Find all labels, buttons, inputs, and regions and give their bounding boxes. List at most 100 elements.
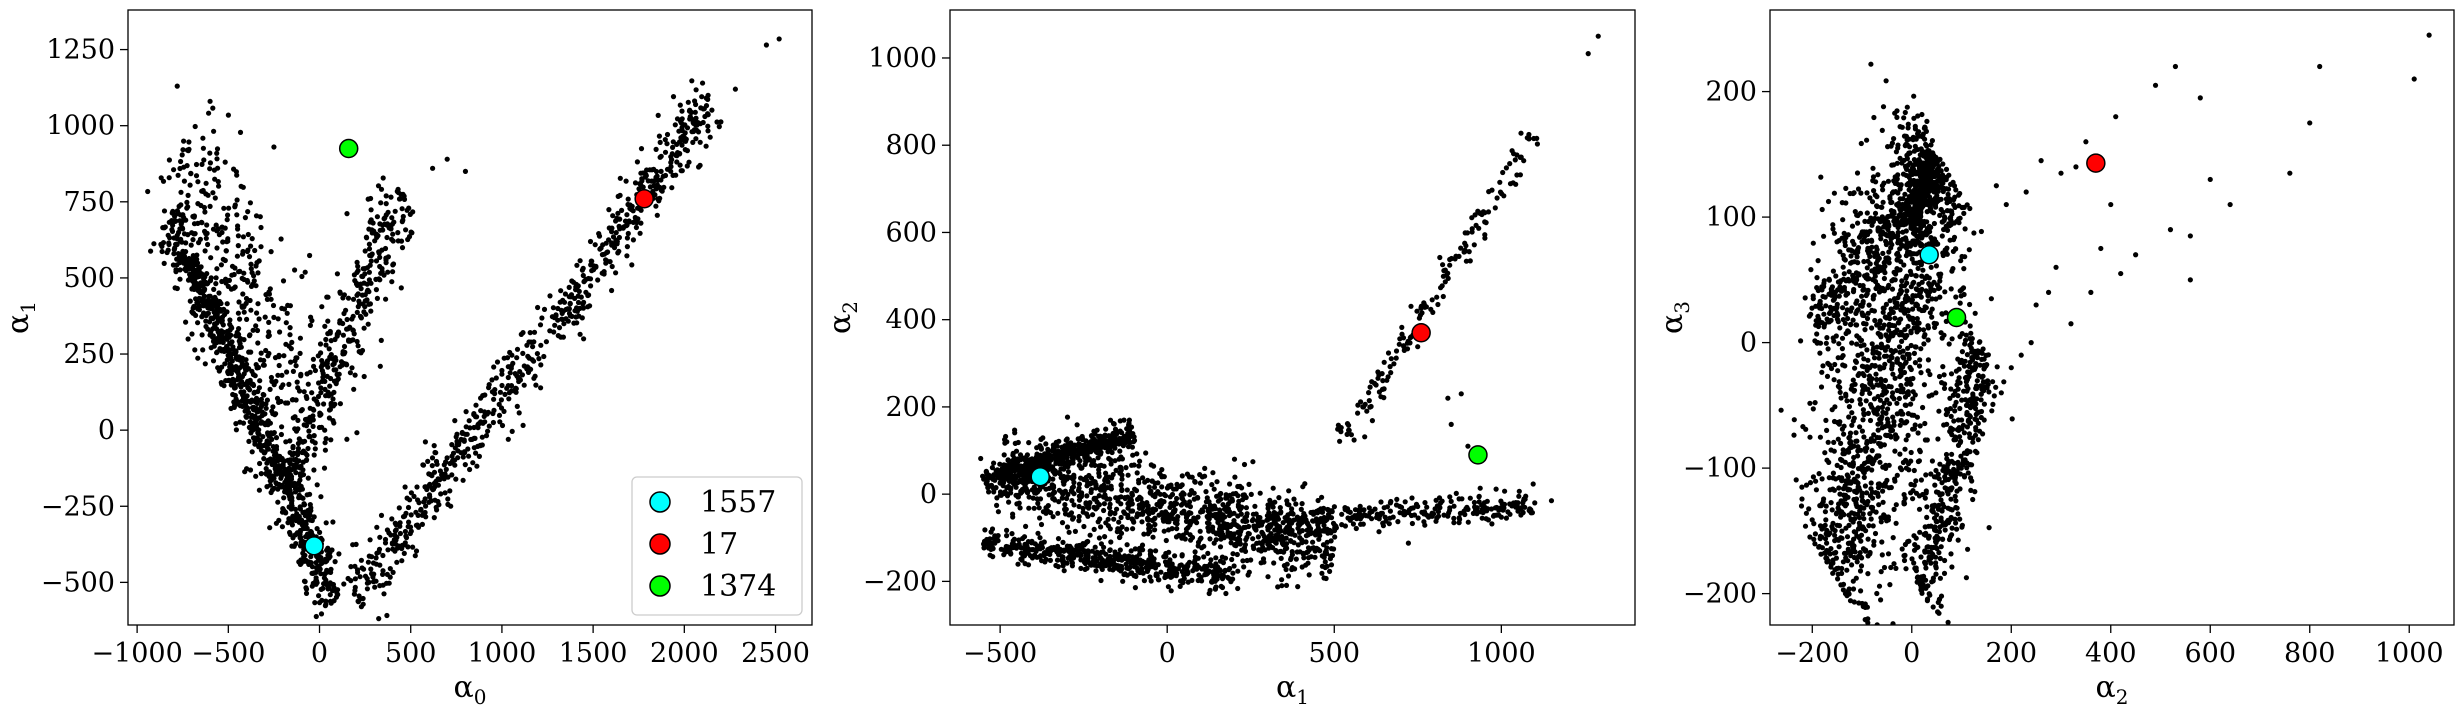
scatter-point [1083, 474, 1089, 481]
scatter-point [1191, 490, 1197, 496]
scatter-point [1017, 505, 1023, 511]
scatter-point [988, 544, 994, 551]
scatter-point [1243, 537, 1249, 543]
scatter-point [444, 455, 450, 461]
scatter-point [422, 439, 428, 445]
scatter-point [1225, 501, 1231, 507]
scatter-point [318, 611, 325, 617]
scatter-point [1319, 494, 1325, 500]
scatter-point [395, 230, 401, 236]
scatter-point [250, 381, 256, 387]
scatter-point [623, 178, 629, 184]
scatter-point [1195, 495, 1201, 501]
scatter-point [197, 236, 203, 242]
scatter-point [253, 323, 259, 329]
scatter-point [634, 159, 641, 165]
scatter-point [1121, 439, 1127, 445]
scatter-point [210, 105, 216, 111]
scatter-point [320, 374, 326, 380]
scatter-point [1308, 554, 1314, 560]
scatter-point [219, 364, 225, 370]
scatter-point [1271, 560, 1277, 566]
scatter-point [241, 270, 247, 276]
scatter-point [1056, 487, 1062, 493]
scatter-point [235, 399, 241, 405]
scatter-point [1046, 546, 1052, 552]
scatter-point [1051, 489, 1058, 495]
scatter-point [1497, 179, 1503, 185]
scatter-point [1323, 575, 1329, 582]
scatter-point [1478, 509, 1484, 515]
scatter-point [1209, 482, 1215, 488]
scatter-point [292, 426, 298, 432]
scatter-point [244, 277, 250, 284]
scatter-point [210, 358, 217, 364]
scatter-point [312, 440, 318, 446]
scatter-point [1227, 481, 1233, 487]
scatter-point [668, 154, 674, 160]
scatter-point [1000, 473, 1006, 479]
scatter-point [166, 240, 172, 246]
scatter-point [219, 278, 225, 285]
scatter-point [1481, 500, 1487, 506]
scatter-point [1153, 571, 1159, 577]
scatter-point [293, 397, 299, 403]
scatter-point [514, 355, 520, 361]
scatter-point [669, 185, 675, 191]
scatter-point [1192, 549, 1198, 555]
scatter-point [257, 460, 263, 467]
scatter-point [1512, 157, 1518, 163]
scatter-point [1472, 504, 1478, 510]
scatter-point [401, 196, 408, 202]
scatter-point [1288, 556, 1294, 563]
scatter-point [211, 286, 217, 292]
x-tick-label: 500 [1308, 638, 1360, 669]
scatter-point [1207, 536, 1213, 542]
scatter-point [1098, 549, 1104, 555]
scatter-point [219, 224, 225, 230]
scatter-point [232, 382, 238, 388]
scatter-point [1358, 399, 1364, 405]
scatter-point [309, 564, 315, 570]
scatter-point [404, 207, 410, 213]
scatter-point [1152, 521, 1158, 528]
scatter-point [292, 358, 298, 364]
scatter-point [1179, 473, 1185, 479]
scatter-point [668, 164, 674, 170]
scatter-point [1058, 466, 1064, 472]
scatter-point [1498, 505, 1504, 511]
scatter-point [1434, 503, 1440, 509]
scatter-point [1065, 459, 1071, 465]
scatter-point [308, 505, 314, 511]
scatter-point [690, 128, 697, 135]
scatter-point [200, 145, 206, 151]
scatter-point [1204, 495, 1210, 501]
scatter-point [1172, 553, 1178, 559]
scatter-point [1107, 526, 1113, 532]
scatter-point [1387, 508, 1393, 514]
scatter-point [373, 231, 379, 237]
scatter-point [212, 294, 218, 300]
scatter-point [1526, 507, 1532, 514]
scatter-point [284, 369, 290, 375]
scatter-point [1244, 518, 1250, 524]
scatter-point [238, 183, 244, 189]
scatter-point [289, 339, 295, 345]
scatter-point [533, 382, 539, 388]
scatter-point [1298, 506, 1304, 512]
scatter-point [575, 299, 582, 306]
scatter-point [1411, 512, 1418, 518]
scatter-point [355, 304, 361, 310]
scatter-point [1144, 568, 1150, 575]
scatter-point [1064, 560, 1070, 566]
scatter-point [318, 385, 324, 391]
scatter-point [1076, 481, 1082, 487]
scatter-point [165, 232, 171, 238]
scatter-point [249, 236, 255, 242]
scatter-point [1393, 355, 1399, 361]
scatter-point [1228, 511, 1234, 517]
scatter-point [1100, 443, 1106, 449]
scatter-point [173, 218, 179, 224]
scatter-point [223, 280, 229, 286]
scatter-point [412, 553, 418, 559]
